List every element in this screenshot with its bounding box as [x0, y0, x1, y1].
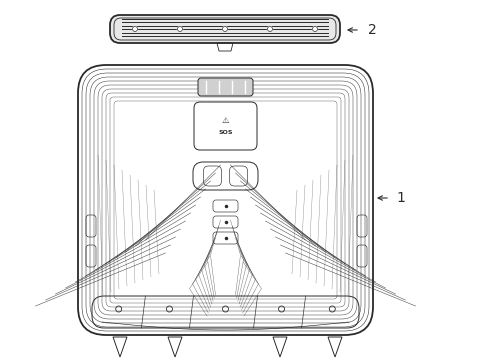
Text: 1: 1	[396, 191, 405, 205]
FancyBboxPatch shape	[198, 78, 253, 96]
Text: 2: 2	[368, 23, 377, 37]
Text: ⚠: ⚠	[222, 116, 229, 125]
Circle shape	[177, 27, 182, 32]
Circle shape	[268, 27, 272, 32]
Circle shape	[132, 27, 138, 32]
Circle shape	[313, 27, 318, 32]
Circle shape	[222, 27, 227, 32]
FancyBboxPatch shape	[110, 15, 340, 43]
Text: SOS: SOS	[218, 130, 233, 135]
